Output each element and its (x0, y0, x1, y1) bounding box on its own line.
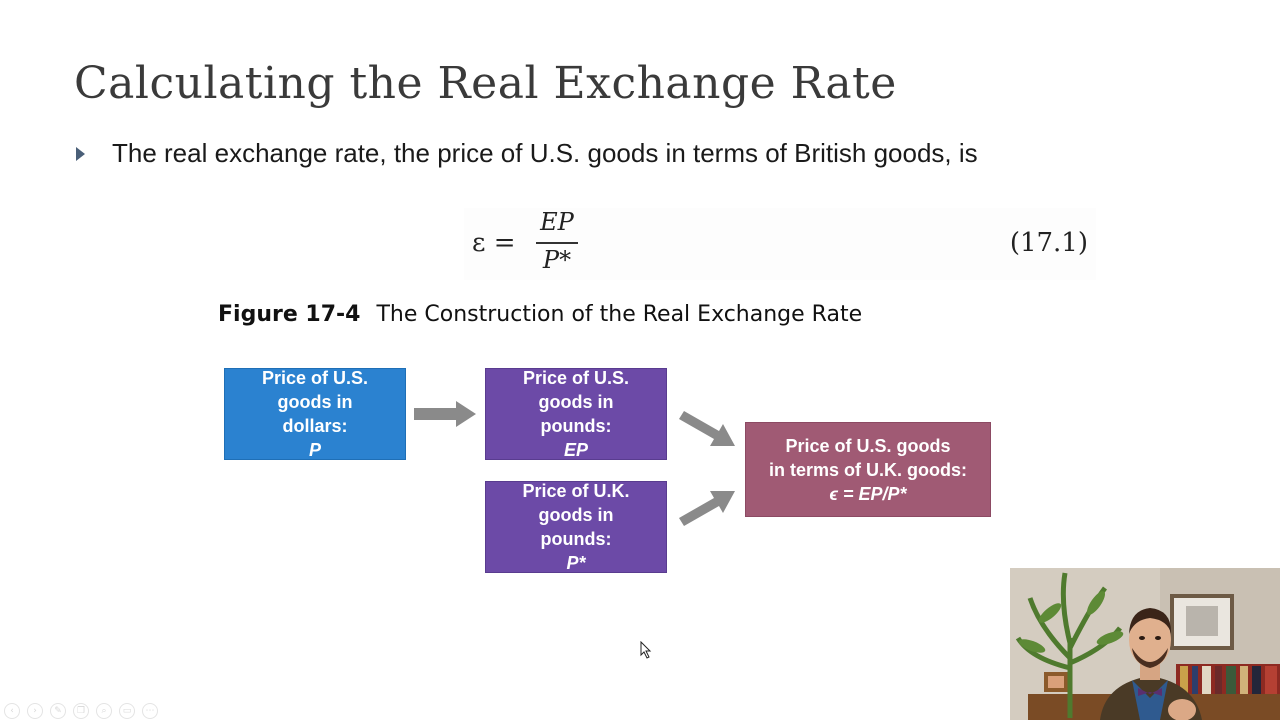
presenter-video-frame (1010, 568, 1280, 720)
bullet-text: The real exchange rate, the price of U.S… (112, 138, 978, 168)
slide-title: Calculating the Real Exchange Rate (74, 58, 897, 109)
box-line: goods in (538, 505, 614, 525)
box-symbol: P* (566, 553, 586, 573)
copy-icon[interactable]: ❐ (73, 703, 89, 719)
arrow-right-icon (414, 401, 476, 427)
box-line: pounds: (540, 416, 612, 436)
equation-lhs: ε = (472, 228, 516, 258)
box-line: Price of U.S. (522, 368, 630, 388)
equation-numerator: EP (540, 208, 574, 236)
box-line: goods in (538, 392, 614, 412)
box-line: pounds: (540, 529, 612, 549)
subtitles-icon[interactable]: ▭ (119, 703, 135, 719)
box-line: in terms of U.K. goods: (769, 459, 967, 480)
box-real-exchange-rate: Price of U.S. goods in terms of U.K. goo… (745, 422, 991, 517)
box-line: Price of U.S. goods (785, 435, 951, 456)
box-us-goods-dollars: Price of U.S. goods in dollars: P (224, 368, 406, 460)
more-icon[interactable]: ⋯ (142, 703, 158, 719)
box-uk-goods-pounds: Price of U.K. goods in pounds: P* (485, 481, 667, 573)
box-line: goods in (277, 392, 353, 412)
webcam-video (1010, 568, 1280, 720)
zoom-icon[interactable]: ⌕ (96, 703, 112, 719)
box-symbol: EP (563, 440, 588, 460)
pen-icon[interactable]: ✎ (50, 703, 66, 719)
previous-icon[interactable]: ‹ (4, 703, 20, 719)
fraction-bar (536, 242, 578, 244)
box-line: dollars: (282, 416, 348, 436)
box-symbol: P (308, 440, 321, 460)
equation-number: (17.1) (1009, 228, 1088, 258)
box-line: Price of U.K. (522, 481, 630, 501)
play-icon[interactable]: › (27, 703, 43, 719)
player-controls: ‹ › ✎ ❐ ⌕ ▭ ⋯ (4, 698, 165, 719)
box-line: Price of U.S. (261, 368, 369, 388)
equation-denominator: P* (542, 246, 572, 274)
figure-title: The Construction of the Real Exchange Ra… (376, 302, 863, 327)
box-us-goods-pounds: Price of U.S. goods in pounds: EP (485, 368, 667, 460)
triangle-bullet-icon (76, 147, 85, 161)
box-symbol: ϵ = EP/P* (829, 483, 907, 504)
figure-caption: Figure 17-4 The Construction of the Real … (218, 302, 862, 327)
mouse-cursor-icon (640, 641, 652, 659)
arrow-down-right-icon (679, 411, 735, 446)
arrow-up-right-icon (679, 491, 735, 526)
figure-number: Figure 17-4 (218, 302, 361, 327)
equation-17-1: ε = EP P* (17.1) (464, 208, 1096, 280)
